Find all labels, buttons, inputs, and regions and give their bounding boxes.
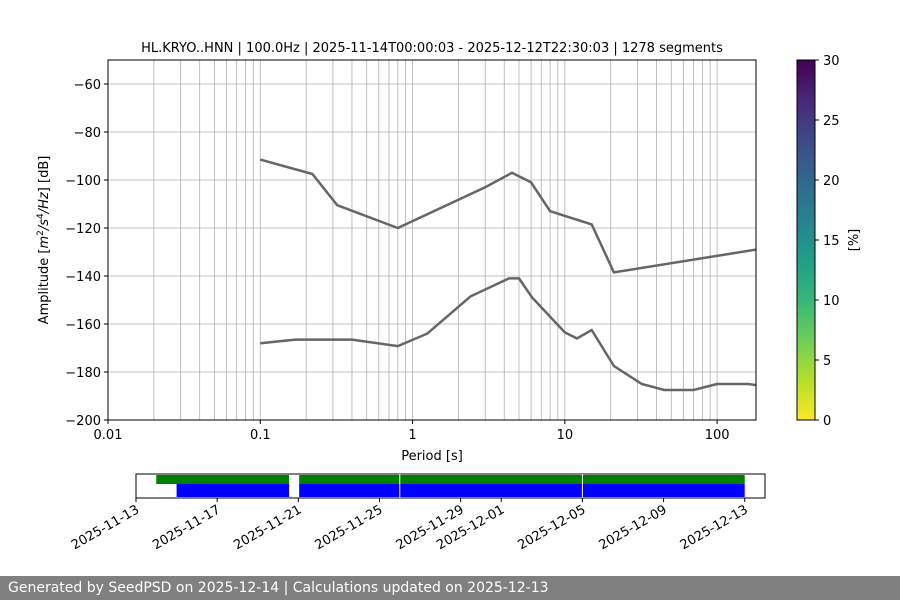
- x-tick-label: 1: [408, 428, 416, 443]
- timeline-green-bar: [156, 475, 290, 484]
- y-axis-ticks: −60 −80 −100 −120 −140 −160 −180 −200: [65, 78, 108, 429]
- timeline-green-bar: [299, 475, 745, 484]
- colorbar-tick-label: 15: [823, 234, 840, 249]
- y-tick-label: −60: [74, 78, 101, 93]
- colorbar-tick-label: 5: [823, 354, 831, 369]
- y-tick-label: −140: [65, 270, 101, 285]
- colorbar-tick-label: 30: [823, 54, 840, 69]
- colorbar-tick-label: 25: [823, 114, 840, 129]
- timeline-blue-bar: [176, 484, 290, 497]
- footer-text: Generated by SeedPSD on 2025-12-14 | Cal…: [0, 576, 900, 600]
- low-noise-model-line: [260, 277, 756, 392]
- x-tick-label: 10: [557, 428, 574, 443]
- y-tick-label: −100: [65, 174, 101, 189]
- noise-model-lines: [259, 158, 756, 392]
- colorbar-tick-label: 10: [823, 294, 840, 309]
- y-axis-label: Amplitude [m2/s4/Hz] [dB]: [36, 156, 52, 325]
- x-axis-ticks: 0.01 0.1 1 10 100: [94, 420, 730, 443]
- x-tick-label: 0.01: [94, 428, 123, 443]
- psd-plot: 0.01 0.1 1 10 100 −60 −80 −100 −120 −140 −160 −180…: [36, 59, 757, 464]
- plot-frame: [107, 59, 757, 421]
- colorbar-label: [%]: [847, 229, 862, 252]
- figure: HL.KRYO..HNN | 100.0Hz | 2025-11-14T00:0…: [36, 41, 862, 554]
- y-tick-label: −160: [65, 318, 101, 333]
- colorbar-tick-label: 0: [823, 414, 831, 429]
- x-axis-label: Period [s]: [401, 449, 463, 464]
- y-tick-label: −120: [65, 222, 101, 237]
- chart-title: HL.KRYO..HNN | 100.0Hz | 2025-11-14T00:0…: [141, 41, 723, 56]
- colorbar: 0 5 10 15 20 25 30 [%]: [796, 54, 862, 429]
- colorbar-gradient: [796, 59, 816, 421]
- y-tick-label: −200: [65, 414, 101, 429]
- x-tick-label: 100: [705, 428, 730, 443]
- x-tick-label: 0.1: [250, 428, 271, 443]
- y-tick-label: −180: [65, 366, 101, 381]
- timeline-blue-bar: [299, 484, 745, 497]
- timeline-bars: [156, 474, 745, 498]
- colorbar-ticks: 0 5 10 15 20 25 30: [815, 54, 840, 429]
- y-tick-label: −80: [74, 126, 101, 141]
- high-noise-model-line: [259, 158, 756, 274]
- colorbar-tick-label: 20: [823, 174, 840, 189]
